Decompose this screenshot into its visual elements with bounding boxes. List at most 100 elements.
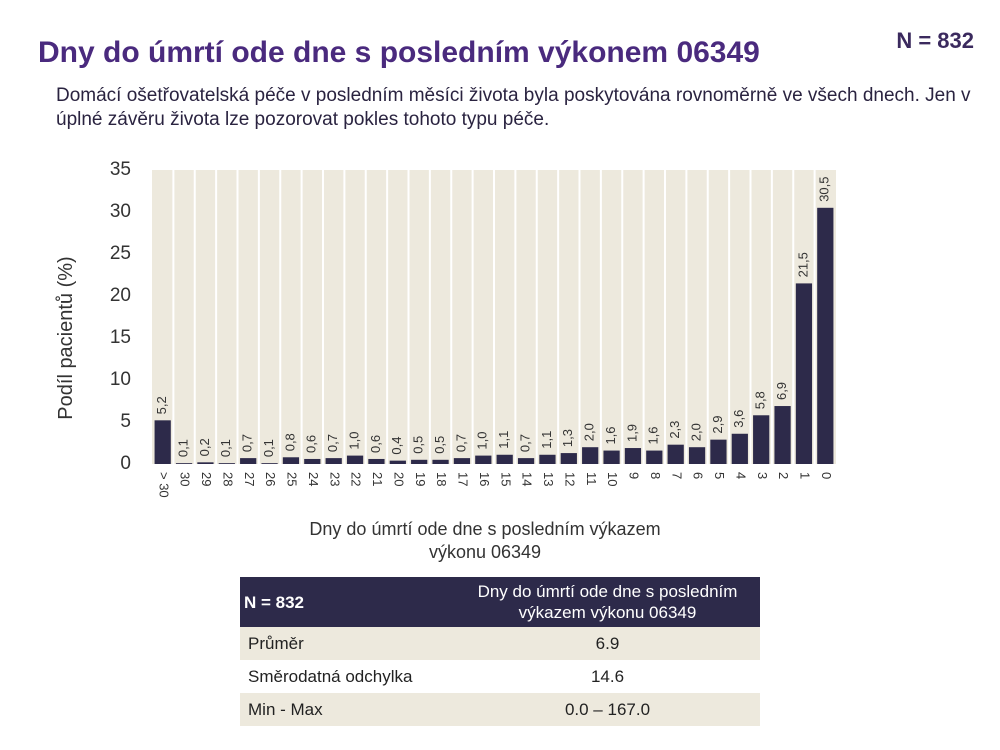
y-tick-label: 5: [120, 411, 131, 432]
value-label: 2,0: [582, 423, 597, 441]
value-label: 0,7: [518, 434, 533, 452]
bar: [261, 463, 278, 464]
x-tick-label: 8: [648, 472, 663, 479]
x-tick-label: 28: [220, 472, 235, 486]
x-tick-label: 15: [498, 472, 513, 486]
x-tick-label: > 30: [156, 472, 171, 498]
x-tick-label: 26: [263, 472, 278, 486]
table-header-cell: N = 832: [240, 577, 455, 627]
y-tick-label: 10: [110, 369, 131, 390]
bar: [453, 458, 471, 464]
table-cell: Průměr: [240, 627, 455, 660]
value-label: 0,5: [432, 436, 447, 454]
value-label: 0,6: [304, 435, 319, 453]
table-cell: Min - Max: [240, 693, 455, 726]
x-tick-label: 3: [755, 472, 770, 479]
value-label: 2,3: [667, 421, 682, 439]
bar: [795, 283, 813, 464]
value-label: 1,0: [475, 432, 490, 450]
x-tick-label: 27: [242, 472, 257, 486]
x-tick-label: 16: [477, 472, 492, 486]
value-label: 1,0: [347, 432, 362, 450]
bar: [389, 460, 406, 464]
x-tick-label: 30: [178, 472, 193, 486]
bar: [582, 447, 599, 464]
bar: [368, 458, 385, 464]
x-tick-label: 4: [733, 472, 748, 479]
value-label: 1,3: [560, 429, 575, 447]
x-tick-label: 23: [327, 472, 342, 486]
value-label: 2,0: [689, 423, 704, 441]
value-label: 0,6: [368, 435, 383, 453]
bar: [646, 450, 663, 464]
x-tick-label: 17: [456, 472, 471, 486]
bar: [774, 406, 791, 464]
x-tick-label: 14: [520, 472, 535, 486]
y-tick-label: 25: [110, 243, 131, 264]
bar: [817, 207, 834, 465]
x-tick-label: 1: [798, 472, 813, 479]
value-label: 0,4: [389, 437, 404, 455]
chart-title: Dny do úmrtí ode dne s posledním výkonem…: [38, 36, 760, 69]
x-tick-label: 20: [391, 472, 406, 486]
x-axis-label: Dny do úmrtí ode dne s posledním výkazem…: [309, 519, 661, 562]
value-label: 1,9: [624, 424, 639, 442]
bar: [667, 444, 684, 464]
bar: [240, 458, 257, 464]
x-tick-label: 11: [584, 472, 599, 486]
value-label: 1,6: [603, 426, 618, 444]
table-cell: 14.6: [590, 666, 625, 686]
bar: [432, 459, 449, 464]
table-cell: 6.9: [455, 627, 760, 660]
x-tick-label: 29: [199, 472, 214, 486]
y-tick-label: 15: [110, 327, 131, 348]
value-label: 0,1: [218, 439, 233, 457]
y-tick-label: 35: [110, 159, 131, 180]
value-label: 1,1: [496, 431, 511, 449]
bar: [175, 463, 193, 464]
table-cell: Směrodatná odchylka: [248, 666, 413, 686]
x-tick-label: 25: [285, 472, 300, 486]
x-tick-label: 2: [776, 472, 791, 479]
bar: [346, 455, 364, 464]
stats-table: N = 832 Dny do úmrtí ode dne s posledním…: [240, 577, 760, 726]
table-header: N = 832 Dny do úmrtí ode dne s posledním…: [240, 577, 760, 627]
value-label: 3,6: [731, 410, 746, 428]
table-row: Min - Max 0.0 – 167.0: [240, 693, 760, 726]
x-tick-label: 19: [413, 472, 428, 486]
value-label: 0,7: [240, 434, 255, 452]
x-tick-label: 9: [627, 472, 642, 479]
y-axis-label: Podíl pacientů (%): [55, 256, 77, 419]
bar: [539, 454, 556, 464]
bar: [560, 453, 577, 464]
bar: [688, 447, 706, 464]
bar: [624, 448, 642, 464]
value-label: 0,1: [261, 439, 276, 457]
value-label: 1,1: [539, 431, 554, 449]
bar: [731, 433, 748, 464]
x-tick-label: 0: [819, 472, 834, 479]
x-tick-label: 7: [669, 472, 684, 479]
value-label: 5,2: [154, 396, 169, 414]
x-tick-label: 6: [691, 472, 706, 479]
value-label: 0,8: [282, 433, 297, 451]
bar: [154, 420, 171, 464]
x-tick-label: 10: [605, 472, 620, 486]
sample-size: N = 832: [896, 28, 974, 53]
y-tick-label: 20: [110, 285, 131, 306]
bar: [475, 455, 492, 464]
x-tick-label: 12: [562, 472, 577, 486]
bar: [517, 458, 535, 464]
table-row: Průměr 6.9: [240, 627, 760, 660]
bar: [218, 463, 235, 464]
bar: [411, 459, 428, 464]
value-label: 0,7: [325, 434, 340, 452]
y-tick-label: 30: [110, 201, 131, 222]
chart-subtitle: Domácí ošetřovatelská péče v posledním m…: [56, 85, 971, 130]
table-cell: 0.0 – 167.0: [455, 693, 760, 726]
x-tick-label: 5: [712, 472, 727, 479]
bar: [603, 450, 620, 464]
value-label: 21,5: [795, 252, 810, 277]
bar: [282, 457, 300, 464]
